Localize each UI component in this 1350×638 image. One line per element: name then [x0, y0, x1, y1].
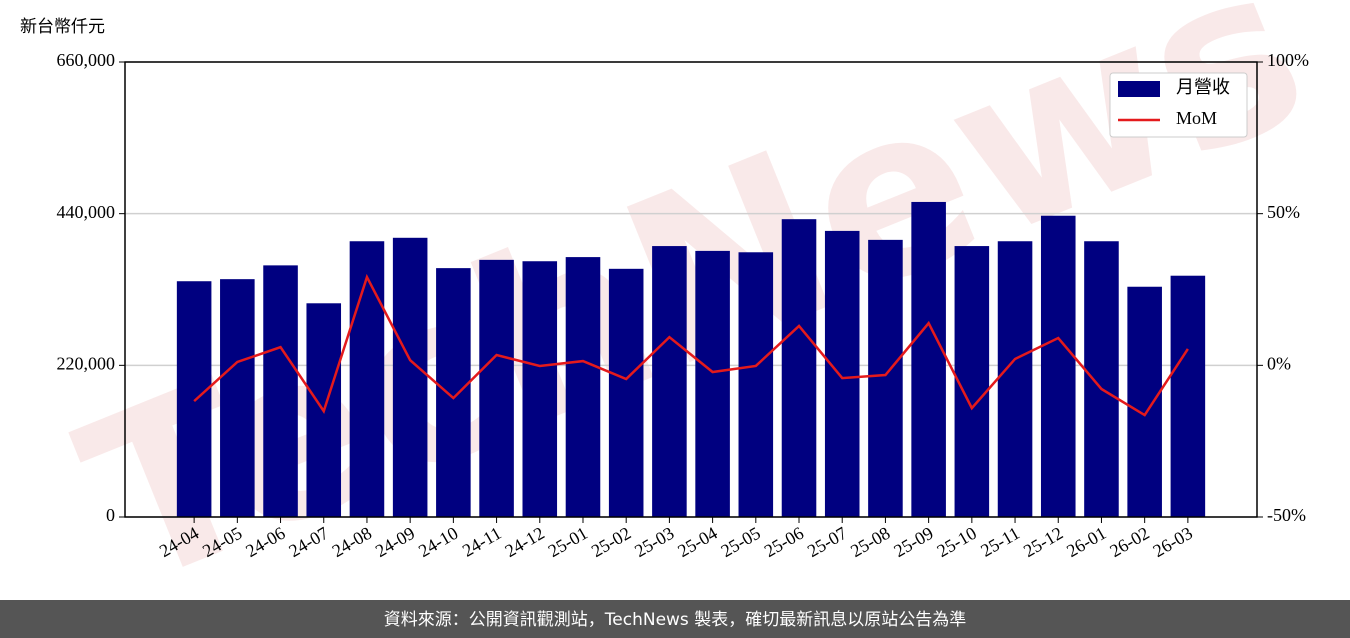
bar	[565, 257, 601, 517]
footer: 資料來源：公開資訊觀測站，TechNews 製表，確切最新訊息以原站公告為準	[384, 610, 966, 630]
x-tick-label: 26-03	[1150, 523, 1196, 561]
x-tick-label: 25-07	[804, 523, 850, 561]
bar	[436, 268, 471, 517]
y-tick-label: 0	[106, 505, 115, 525]
bar	[997, 241, 1033, 517]
bar	[652, 246, 687, 517]
bar	[824, 230, 860, 517]
x-tick-label: 25-10	[934, 523, 980, 561]
bar	[608, 268, 644, 517]
bar	[781, 219, 817, 517]
y-tick-label: 660,000	[57, 50, 116, 70]
plot-frame	[124, 61, 1258, 518]
y-axis-label: 新台幣仟元	[20, 17, 105, 37]
x-tick-label: 25-05	[717, 523, 763, 561]
x-tick-label: 25-01	[545, 523, 591, 561]
x-tick-label: 25-03	[631, 523, 677, 561]
bar	[392, 237, 428, 517]
x-tick-label: 25-12	[1020, 523, 1066, 561]
bar	[738, 252, 774, 518]
y2-tick-label: -50%	[1267, 505, 1306, 525]
bar	[1084, 241, 1119, 517]
bar	[522, 261, 558, 517]
footer-bar	[0, 600, 1350, 638]
bar	[479, 259, 514, 517]
x-tick-label: 24-11	[459, 523, 505, 561]
legend-swatch	[1118, 81, 1160, 97]
x-tick-label: 26-02	[1106, 523, 1152, 561]
x-tick-label: 25-08	[847, 523, 893, 561]
x-tick-label: 25-11	[977, 523, 1023, 561]
bar	[220, 279, 255, 517]
bar	[176, 281, 212, 517]
bar	[1127, 286, 1162, 517]
y-tick-label: 220,000	[57, 353, 116, 373]
x-tick-label: 26-01	[1063, 523, 1109, 561]
bar	[1040, 215, 1076, 517]
bar	[349, 241, 385, 517]
bar	[263, 265, 298, 517]
bar	[1170, 275, 1206, 517]
y2-tick-label: 100%	[1267, 50, 1309, 70]
legend-label: 月營收	[1176, 77, 1230, 97]
bar	[868, 239, 903, 517]
y2-tick-label: 0%	[1267, 353, 1291, 373]
bar	[911, 201, 946, 518]
x-tick-label: 25-04	[674, 523, 720, 561]
y-tick-label: 440,000	[57, 202, 116, 222]
bar	[695, 250, 730, 518]
bar	[954, 246, 990, 517]
x-tick-label: 25-09	[890, 523, 936, 561]
y2-tick-label: 50%	[1267, 202, 1300, 222]
x-tick-label: 25-02	[588, 523, 634, 561]
legend-label: MoM	[1176, 108, 1217, 128]
x-tick-label: 25-06	[761, 523, 807, 561]
line	[193, 273, 1189, 417]
x-tick-label: 24-12	[501, 523, 547, 561]
